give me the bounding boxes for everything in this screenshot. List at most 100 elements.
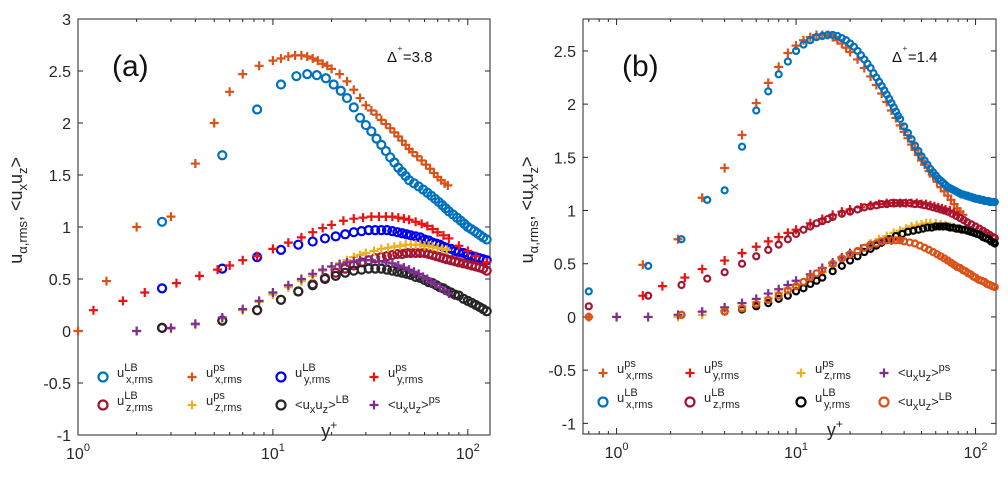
data-point bbox=[677, 280, 686, 290]
data-point bbox=[915, 200, 925, 209]
data-point bbox=[404, 265, 414, 275]
data-point bbox=[680, 273, 690, 283]
data-point bbox=[799, 40, 808, 49]
panel-b: -1 -0.5 0 0.5 1 1.5 2 2.5 100 101 102 y+ uα,rms, <ux… bbox=[517, 18, 999, 462]
data-point bbox=[252, 251, 262, 261]
data-point bbox=[774, 291, 783, 300]
legend-label: uLB y,rms bbox=[295, 362, 331, 386]
x-tick-label: 101 bbox=[784, 441, 808, 462]
data-point bbox=[799, 225, 808, 234]
data-point bbox=[920, 201, 929, 210]
data-point bbox=[238, 304, 248, 314]
data-point bbox=[720, 268, 729, 277]
data-point bbox=[764, 245, 773, 255]
legend-label: ups y,rms bbox=[388, 362, 424, 386]
data-point bbox=[296, 274, 306, 284]
data-point bbox=[990, 283, 999, 292]
data-point bbox=[791, 225, 801, 235]
data-point bbox=[252, 104, 263, 115]
data-point bbox=[358, 213, 368, 223]
data-point bbox=[319, 273, 331, 285]
data-point bbox=[918, 224, 928, 233]
data-point bbox=[990, 197, 999, 207]
legend-label: ups x,rms bbox=[617, 358, 653, 382]
data-point bbox=[417, 219, 427, 229]
y-tick-label: 2 bbox=[567, 97, 576, 114]
data-point bbox=[737, 142, 747, 151]
data-point bbox=[293, 286, 304, 297]
legend-marker bbox=[187, 400, 197, 410]
data-point bbox=[887, 198, 896, 208]
data-point bbox=[927, 223, 936, 232]
data-point bbox=[361, 100, 371, 110]
data-point bbox=[366, 212, 376, 222]
data-point bbox=[275, 79, 287, 90]
data-point bbox=[217, 150, 228, 161]
legend-marker bbox=[796, 368, 806, 378]
legend-marker bbox=[597, 396, 609, 408]
data-point bbox=[677, 235, 686, 244]
data-point bbox=[896, 114, 905, 124]
series-uLBx bbox=[584, 30, 999, 296]
delta-annotation: Δ⁺=1.4 bbox=[892, 45, 937, 66]
y-tick-label: 3 bbox=[62, 12, 71, 29]
data-point bbox=[366, 126, 377, 137]
data-point bbox=[764, 87, 773, 96]
legend-label: uLB z,rms bbox=[704, 387, 740, 411]
series-uLBx bbox=[156, 69, 492, 245]
data-point bbox=[411, 217, 421, 227]
data-point bbox=[330, 231, 341, 242]
data-point bbox=[697, 264, 707, 274]
panel-label: (a) bbox=[112, 50, 149, 83]
data-point bbox=[369, 246, 379, 256]
data-point bbox=[818, 266, 827, 275]
data-point bbox=[422, 221, 432, 231]
series-uLBy bbox=[677, 222, 999, 319]
legend-marker bbox=[97, 371, 109, 383]
legend-marker bbox=[275, 399, 287, 411]
data-point bbox=[381, 119, 391, 129]
data-point bbox=[190, 319, 200, 329]
data-point bbox=[644, 261, 653, 270]
data-point bbox=[405, 230, 416, 241]
data-point bbox=[349, 85, 359, 95]
data-point bbox=[401, 229, 412, 240]
data-point bbox=[438, 230, 448, 240]
data-point bbox=[471, 251, 481, 261]
data-point bbox=[837, 254, 846, 263]
y-axis-title: uα,rms, <uxuz> bbox=[517, 156, 541, 263]
legend-label: uLB x,rms bbox=[117, 362, 153, 386]
data-point bbox=[737, 304, 747, 313]
data-point bbox=[845, 207, 855, 216]
data-point bbox=[828, 267, 837, 276]
y-tick-label: 0.5 bbox=[554, 257, 576, 274]
data-point bbox=[584, 287, 593, 296]
data-point bbox=[381, 264, 393, 275]
data-point bbox=[818, 273, 827, 282]
legend-label: uLB x,rms bbox=[617, 387, 653, 411]
series-uPSy bbox=[88, 212, 492, 315]
data-point bbox=[428, 224, 438, 234]
legend-marker bbox=[97, 399, 109, 411]
data-point bbox=[928, 203, 938, 212]
data-point bbox=[319, 233, 331, 244]
data-point bbox=[752, 106, 761, 115]
data-point bbox=[327, 220, 337, 230]
y-tick-label: 0 bbox=[567, 310, 576, 327]
legend-label: <uxuz>ps bbox=[388, 394, 441, 416]
data-point bbox=[924, 202, 934, 211]
legend-label: <uxuz>LB bbox=[898, 391, 952, 413]
data-point bbox=[302, 69, 313, 80]
data-point bbox=[417, 155, 427, 165]
data-point bbox=[791, 46, 801, 56]
data-point bbox=[774, 62, 784, 72]
legend-marker bbox=[685, 368, 695, 378]
y-tick-label: 0 bbox=[62, 324, 71, 341]
data-point bbox=[140, 288, 150, 298]
x-tick-label: 101 bbox=[261, 442, 285, 463]
data-point bbox=[444, 233, 454, 243]
data-point bbox=[463, 246, 473, 256]
legend-marker bbox=[878, 396, 890, 408]
y-tick-label: 2 bbox=[62, 116, 71, 133]
